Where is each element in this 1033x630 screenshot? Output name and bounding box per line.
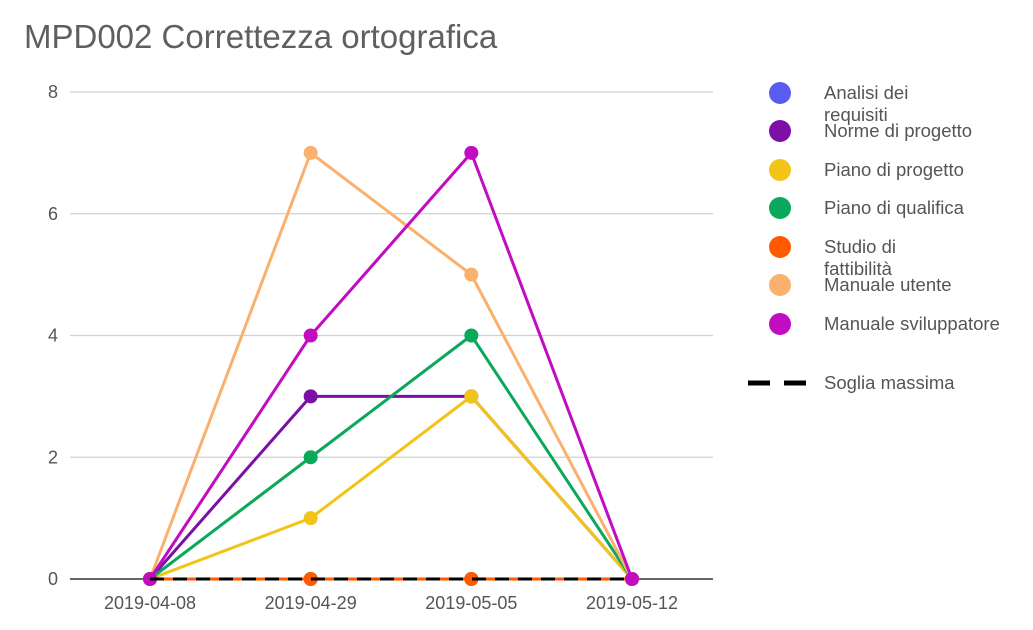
series-line	[148, 151, 634, 580]
data-point	[464, 389, 479, 404]
data-point	[464, 145, 479, 160]
x-tick-label: 2019-04-08	[104, 593, 196, 613]
data-point	[464, 572, 479, 586]
legend-label: Piano di qualifica	[824, 197, 965, 218]
legend-marker	[769, 120, 791, 142]
data-point	[625, 572, 639, 586]
data-point	[303, 511, 318, 526]
data-point	[303, 389, 318, 404]
legend-marker	[769, 197, 791, 219]
legend-marker	[769, 82, 791, 104]
legend-marker	[769, 274, 791, 296]
data-point	[303, 572, 318, 586]
data-point	[303, 328, 318, 343]
series-line	[149, 394, 634, 581]
legend-label: Soglia massima	[824, 372, 955, 393]
legend-label: requisiti	[824, 104, 888, 125]
legend-label: Analisi dei	[824, 82, 908, 103]
legend-label: Piano di progetto	[824, 159, 964, 180]
series-line	[149, 334, 634, 581]
legend-marker	[769, 313, 791, 335]
x-tick-label: 2019-05-05	[425, 593, 517, 613]
legend-marker	[769, 236, 791, 258]
legend-label: Manuale utente	[824, 274, 952, 295]
y-tick-label: 2	[48, 447, 58, 467]
data-point	[303, 450, 318, 465]
y-tick-label: 0	[48, 569, 58, 589]
legend-label: fattibilità	[824, 258, 893, 279]
data-point	[303, 145, 318, 160]
data-point	[464, 328, 479, 343]
x-tick-label: 2019-05-12	[586, 593, 678, 613]
chart-title: MPD002 Correttezza ortografica	[24, 18, 498, 55]
legend-label: Norme di progetto	[824, 120, 972, 141]
y-tick-label: 6	[48, 204, 58, 224]
legend-label: Manuale sviluppatore	[824, 313, 1000, 334]
data-point	[464, 267, 479, 282]
x-tick-label: 2019-04-29	[265, 593, 357, 613]
series-line	[148, 151, 634, 580]
legend-marker	[769, 159, 791, 181]
y-tick-label: 8	[48, 82, 58, 102]
legend-label: Studio di	[824, 236, 896, 257]
y-tick-label: 4	[48, 326, 58, 346]
